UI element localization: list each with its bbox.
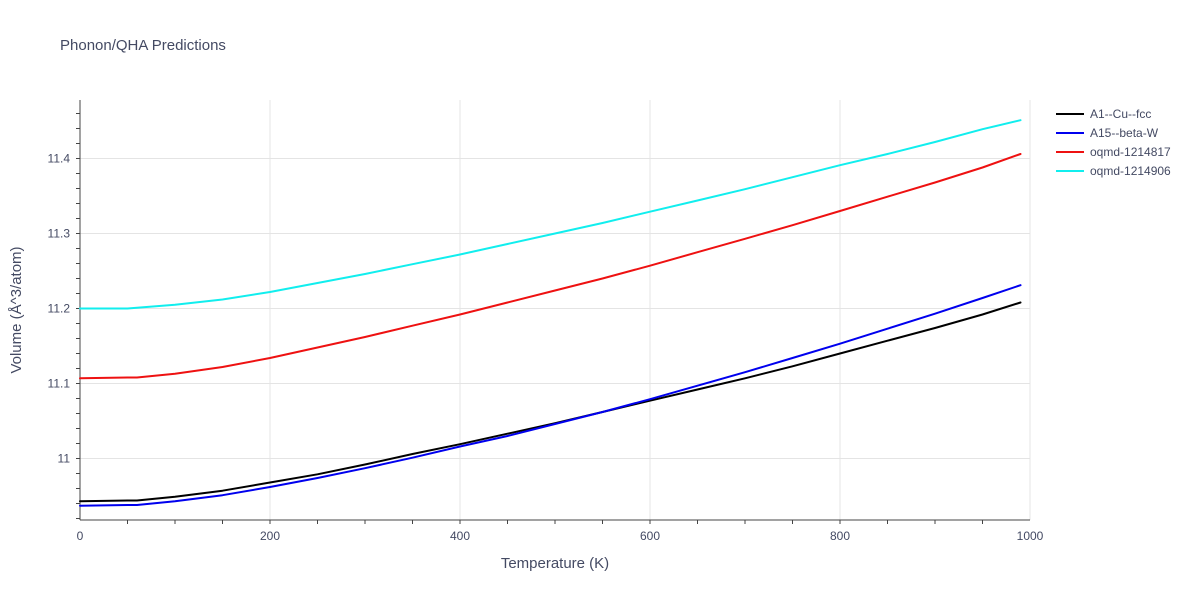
x-tick-label: 800: [830, 529, 850, 543]
series-line-oqmd-1214906: [79, 119, 1022, 310]
y-tick-label: 11.2: [48, 302, 71, 316]
y-axis-title: Volume (Å^3/atom): [8, 246, 25, 373]
x-axis-title: Temperature (K): [501, 555, 609, 572]
legend-label: A15--beta-W: [1090, 126, 1159, 140]
legend-label: oqmd-1214817: [1090, 145, 1171, 159]
legend-item[interactable]: oqmd-1214906: [1056, 164, 1171, 178]
y-tick-label: 11.1: [48, 377, 71, 391]
y-tick-label: 11: [58, 452, 71, 466]
x-tick-label: 1000: [1017, 529, 1044, 543]
series-layer: [79, 119, 1022, 507]
legend-item[interactable]: A15--beta-W: [1056, 126, 1159, 140]
axes: 0 200 400 600 800 1000 11 11.1 11.2 11.3 11.4: [48, 100, 1044, 543]
x-tick-label: 200: [260, 529, 280, 543]
legend-label: oqmd-1214906: [1090, 164, 1171, 178]
chart-title: Phonon/QHA Predictions: [60, 37, 226, 54]
x-tick-label: 600: [640, 529, 660, 543]
x-tick-label: 0: [77, 529, 84, 543]
legend-label: A1--Cu--fcc: [1090, 107, 1151, 121]
x-tick-label: 400: [450, 529, 470, 543]
legend-item[interactable]: oqmd-1214817: [1056, 145, 1171, 159]
y-tick-label: 11.3: [48, 227, 71, 241]
legend[interactable]: A1--Cu--fcc A15--beta-W oqmd-1214817 oqmd-1…: [1056, 107, 1171, 178]
y-tick-label: 11.4: [48, 152, 71, 166]
series-line-A15--beta-W: [79, 284, 1022, 507]
legend-item[interactable]: A1--Cu--fcc: [1056, 107, 1151, 121]
series-line-A1--Cu--fcc: [79, 301, 1022, 503]
series-line-oqmd-1214817: [79, 153, 1022, 380]
grid: [80, 100, 1031, 520]
